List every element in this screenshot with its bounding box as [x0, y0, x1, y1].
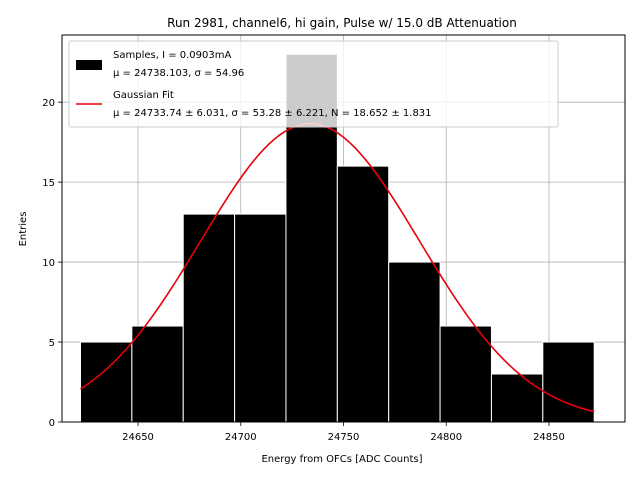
- chart-title: Run 2981, channel6, hi gain, Pulse w/ 15…: [167, 16, 517, 30]
- x-axis-ticks: 24650 24700 24750 24800 24850: [122, 422, 565, 443]
- histogram-bar: [182, 213, 236, 423]
- histogram-bar: [234, 213, 287, 423]
- y-tick-label: 10: [42, 258, 55, 269]
- histogram-bar: [490, 373, 544, 423]
- y-tick-label: 20: [42, 98, 55, 109]
- histogram-bar: [388, 261, 441, 423]
- y-axis-ticks: 0 5 10 15 20: [42, 98, 62, 429]
- y-tick-label: 15: [42, 178, 55, 189]
- histogram-bar: [131, 325, 184, 423]
- x-tick-label: 24750: [328, 432, 360, 443]
- legend-fit-stats: μ = 24733.74 ± 6.031, σ = 53.28 ± 6.221,…: [113, 108, 432, 119]
- legend-fit-label: Gaussian Fit: [113, 90, 174, 101]
- x-axis-label: Energy from OFCs [ADC Counts]: [261, 454, 422, 465]
- legend: Samples, I = 0.0903mA μ = 24738.103, σ =…: [68, 40, 559, 128]
- histogram-bar: [336, 165, 390, 423]
- histogram-bar: [439, 325, 492, 423]
- y-axis-label: Entries: [18, 212, 29, 247]
- legend-box: [68, 40, 559, 128]
- x-tick-label: 24650: [122, 432, 154, 443]
- legend-samples-stats: μ = 24738.103, σ = 54.96: [113, 68, 244, 79]
- histogram-bar: [79, 341, 133, 423]
- x-tick-label: 24800: [430, 432, 462, 443]
- x-tick-label: 24700: [225, 432, 257, 443]
- legend-samples-label: Samples, I = 0.0903mA: [113, 50, 231, 61]
- legend-samples-swatch: [76, 60, 102, 70]
- gaussian-fit-line: [80, 122, 595, 413]
- y-tick-label: 5: [49, 338, 55, 349]
- y-tick-label: 0: [49, 418, 55, 429]
- x-tick-label: 24850: [533, 432, 565, 443]
